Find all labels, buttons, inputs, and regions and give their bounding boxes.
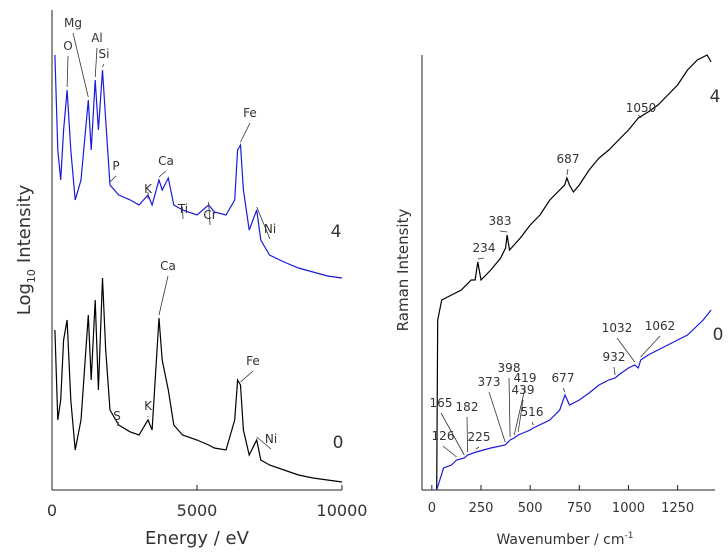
annotation: 383 (489, 214, 512, 228)
annotation: 439 (512, 383, 535, 397)
annotation: 1032 (602, 321, 633, 335)
annotation: Ca (160, 259, 176, 273)
spectrum-line (436, 54, 712, 491)
annotation: 165 (430, 396, 453, 410)
annotation: Si (99, 47, 110, 61)
x-tick-label: 10000 (317, 501, 368, 520)
annotation: 234 (473, 241, 496, 255)
x-axis-label-sup: -1 (625, 531, 634, 541)
annotation-leader (513, 387, 526, 436)
annotation-leader (94, 47, 98, 78)
annotation-leader (102, 63, 105, 68)
annotation: P (112, 159, 119, 173)
annotation: 687 (557, 152, 580, 166)
annotation-leader (240, 122, 251, 143)
annotation: Mg (64, 16, 82, 30)
annotation-leader (640, 335, 661, 358)
annotation: 516 (521, 405, 544, 419)
annotation-leader (466, 416, 469, 453)
x-tick-label: 5000 (177, 501, 218, 520)
annotation-leader (109, 175, 117, 183)
series-label: 0 (333, 433, 344, 453)
annotation: 182 (456, 400, 479, 414)
x-tick-label: 500 (518, 501, 543, 516)
annotation-leader (517, 399, 524, 433)
x-axis-label-part: Wavenumber / cm (496, 532, 624, 548)
annotation: 1050 (626, 101, 657, 115)
annotation: Ca (158, 154, 174, 168)
annotation: S (113, 409, 121, 423)
series-label: 4 (331, 222, 342, 242)
annotation-leader (66, 55, 69, 88)
spectrum-line (436, 309, 712, 491)
annotation-leader (508, 377, 511, 438)
x-tick-label: 0 (428, 501, 436, 516)
y-axis-label-part: Intensity (14, 184, 35, 263)
annotation-leader (477, 257, 485, 260)
annotation: 373 (478, 375, 501, 389)
annotation: 677 (552, 371, 575, 385)
annotation-leader (182, 206, 184, 220)
annotation: K (144, 182, 153, 196)
series-label: 0 (713, 325, 724, 345)
annotation-leader (240, 370, 254, 383)
annotation: Al (91, 31, 103, 45)
annotation-leader (116, 421, 120, 427)
annotation: 126 (432, 429, 455, 443)
annotation: 932 (603, 350, 626, 364)
annotation-leader (440, 412, 465, 456)
annotation: 225 (468, 430, 491, 444)
annotation: Ni (265, 432, 277, 446)
annotation-leader (158, 170, 167, 178)
annotation: O (63, 39, 72, 53)
x-tick-label: 1000 (612, 501, 645, 516)
y-axis-label-part: Log (14, 283, 35, 315)
annotation-leader (256, 206, 271, 240)
x-tick-label: 250 (469, 501, 494, 516)
annotation-leader (562, 387, 566, 393)
annotation-leader (488, 391, 506, 443)
annotation: 1062 (645, 319, 676, 333)
annotation-leader (616, 337, 636, 363)
annotation-leader (638, 114, 642, 119)
series-label: 4 (710, 87, 721, 107)
annotation-leader (256, 436, 272, 450)
annotation: Ti (177, 202, 188, 216)
x-axis-label: Wavenumber / cm-1 (496, 531, 633, 548)
annotation-leader (72, 32, 89, 98)
annotation: Cr (203, 208, 216, 222)
spectrum-line (54, 277, 343, 483)
annotation: 419 (514, 371, 537, 385)
annotation: K (144, 399, 153, 413)
annotation-leader (566, 168, 569, 176)
annotation-leader (499, 230, 508, 233)
annotation: Fe (246, 354, 260, 368)
annotation: Fe (243, 106, 257, 120)
annotation-leader (613, 366, 616, 376)
annotation-leader (475, 446, 480, 450)
spectrum-line (54, 54, 343, 279)
x-tick-label: 1250 (661, 501, 694, 516)
x-tick-label: 0 (47, 501, 57, 520)
annotation-leader (208, 201, 211, 226)
annotation-leader (442, 445, 457, 458)
y-axis-label: Raman Intensity (394, 209, 412, 332)
annotation-leader (531, 421, 534, 426)
y-axis-label: Log10 Intensity (14, 184, 38, 315)
y-axis-label-sub: 10 (25, 269, 38, 283)
annotation-leader (158, 275, 169, 316)
annotation: Ni (264, 222, 276, 236)
x-axis-label: Energy / eV (145, 528, 250, 549)
annotation: 398 (498, 361, 521, 375)
x-tick-label: 750 (567, 501, 592, 516)
